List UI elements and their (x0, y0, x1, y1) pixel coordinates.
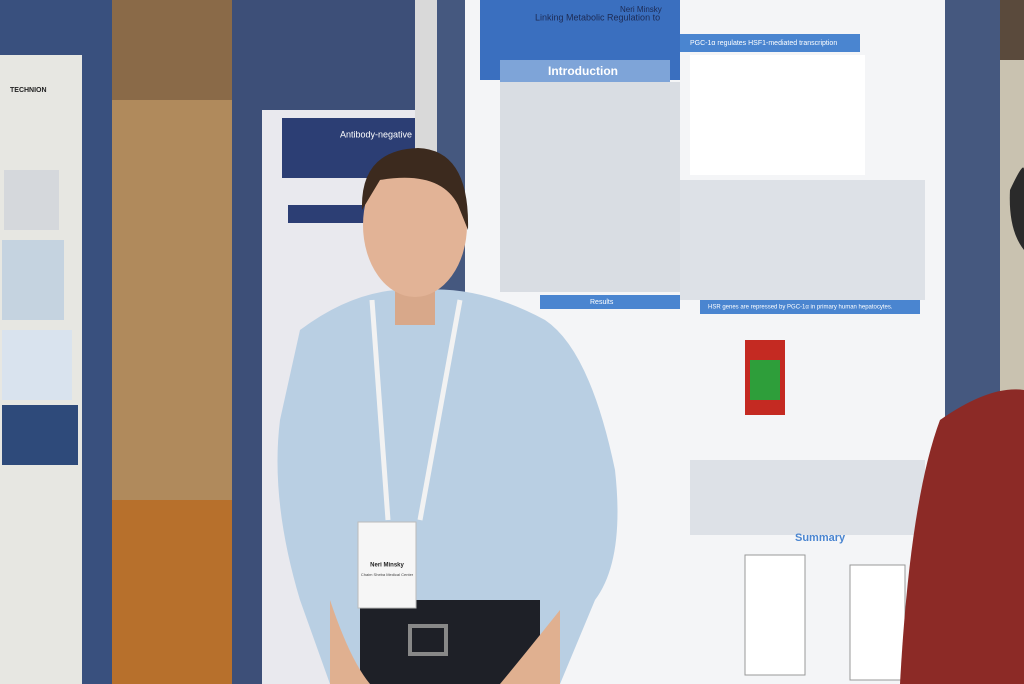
lanyard (369, 299, 463, 521)
section-bar (540, 295, 680, 309)
section-title: Introduction (548, 64, 618, 78)
face (363, 153, 467, 297)
text-block (690, 460, 925, 535)
belt-buckle (408, 624, 448, 656)
section-title: Summary (795, 532, 846, 544)
hands (330, 600, 560, 684)
section-bar (700, 300, 920, 314)
poster-title: Linking Metabolic Regulation to (535, 12, 660, 22)
badge-affiliation: Chaim Sheba Medical Center (361, 572, 414, 577)
section-title: HSR genes are repressed by PGC-1α in pri… (708, 305, 893, 311)
poster-table (2, 405, 78, 465)
trousers (360, 600, 540, 684)
badge-name: Neri Minsky (370, 563, 404, 569)
heatmap (750, 360, 780, 400)
poster-author: Neri Minsky (620, 5, 662, 14)
head (1009, 167, 1024, 250)
diagram (849, 564, 906, 681)
section-title: PGC-1α regulates HSF1-mediated transcrip… (690, 40, 837, 47)
text-block (500, 82, 680, 292)
section-bar (500, 60, 670, 82)
red-shirt (900, 389, 1024, 684)
diagram (744, 554, 806, 676)
door-panel (90, 100, 250, 520)
section-bar (680, 34, 860, 52)
figure (690, 55, 865, 175)
poster-title: Antibody-negative insulin-dep (340, 129, 458, 139)
text-block (680, 180, 925, 300)
poster-figure (4, 170, 59, 230)
section-title: Results (590, 299, 614, 306)
logo-text: TECHNION (10, 87, 47, 94)
name-badge (357, 521, 417, 609)
hair (361, 148, 469, 230)
poster-figure (2, 240, 64, 320)
poster-figure (2, 330, 72, 400)
